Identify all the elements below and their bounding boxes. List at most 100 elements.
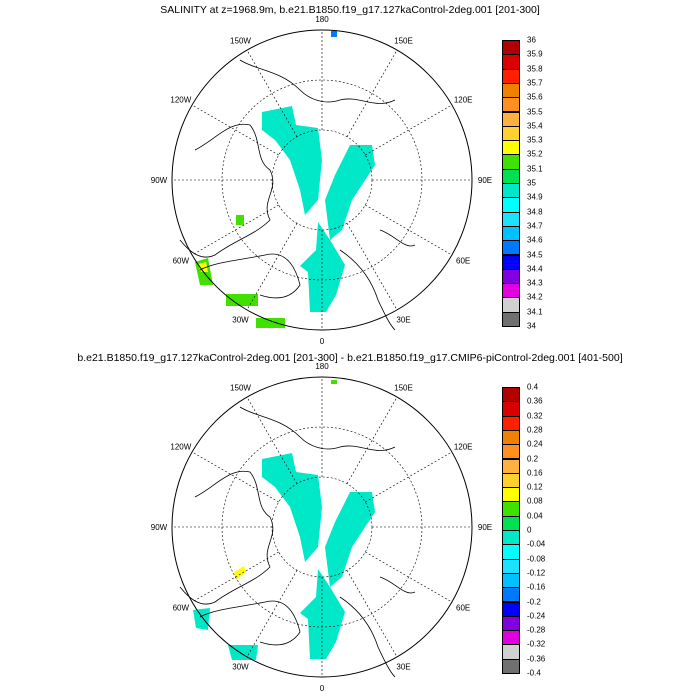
colorbar-box (502, 125, 520, 142)
salinity-region (226, 294, 258, 306)
meridian-line (346, 223, 398, 311)
meridian-line (246, 49, 298, 137)
difference-region (228, 645, 258, 660)
colorbar-label: 34.6 (527, 235, 543, 245)
meridian-line (365, 104, 453, 156)
meridian-label: 60E (456, 604, 470, 613)
coastline (379, 576, 416, 594)
meridian-label: 150W (230, 37, 251, 46)
colorbar-label: 34.9 (527, 192, 543, 202)
coastline (199, 600, 301, 646)
colorbar-box (502, 515, 520, 531)
colorbar-label: 35.9 (527, 49, 543, 59)
colorbar-label: 34 (527, 321, 536, 331)
colorbar-label: -0.2 (527, 597, 541, 606)
colorbar-label: 34.5 (527, 250, 543, 259)
colorbar-label: -0.04 (527, 539, 546, 549)
colorbar-label: 0.32 (527, 411, 543, 421)
meridian-label: 90E (478, 176, 492, 185)
meridian-line (191, 204, 279, 256)
meridian-line (365, 204, 453, 256)
colorbar-box (502, 630, 520, 646)
colorbar-label: 34.2 (527, 292, 543, 302)
meridian-label: 30E (396, 662, 410, 671)
meridian-label: 90W (151, 176, 168, 185)
top-plot-title: SALINITY at z=1968.9m, b.e21.B1850.f19_g… (160, 4, 540, 16)
colorbar-box (502, 615, 520, 632)
meridian-line (191, 551, 279, 603)
colorbar-label: 35.2 (527, 149, 543, 159)
meridian-line (346, 570, 398, 658)
meridian-label: 120W (170, 96, 191, 105)
salinity-region (300, 222, 345, 312)
colorbar-box (502, 197, 520, 213)
coastline (379, 229, 416, 247)
difference-region (234, 566, 246, 580)
colorbar-label: 0.24 (527, 439, 543, 449)
colorbar-label: 34.4 (527, 264, 543, 274)
meridian-line (365, 451, 453, 503)
colorbar-box (502, 472, 520, 489)
meridian-label: 60W (173, 604, 190, 613)
colorbar-box (502, 68, 520, 84)
colorbar-label: 0.28 (527, 425, 543, 435)
map-boundary (171, 376, 473, 678)
colorbar-box (502, 587, 520, 603)
meridian-label: 30W (232, 315, 249, 324)
coastline (239, 406, 396, 451)
colorbar-box (502, 268, 520, 285)
meridian-label: 60W (173, 257, 190, 266)
colorbar-label: -0.16 (527, 582, 546, 592)
coastline (179, 470, 274, 605)
salinity-region (262, 106, 322, 215)
colorbar-box (502, 458, 520, 474)
colorbar-label: 0 (527, 525, 532, 535)
colorbar-label: 0.36 (527, 396, 543, 406)
colorbar-box (502, 444, 520, 460)
coastline (199, 253, 301, 299)
colorbar-label: -0.32 (527, 639, 546, 649)
meridian-line (246, 223, 298, 311)
colorbar-box (502, 82, 520, 99)
coastline (239, 59, 396, 104)
colorbar-label: 35.4 (527, 121, 543, 131)
colorbar-label: 0.12 (527, 482, 543, 492)
colorbar-box (502, 283, 520, 299)
salinity-region (262, 453, 322, 562)
meridian-line (191, 104, 279, 156)
colorbar-box (502, 183, 520, 199)
colorbar-label: 0.08 (527, 496, 543, 506)
meridian-label: 120E (454, 443, 473, 452)
colorbar-box (502, 415, 520, 431)
colorbar-box (502, 40, 520, 56)
colorbar-label: -0.4 (527, 668, 541, 678)
colorbar-label: 35.1 (527, 164, 543, 174)
colorbar-box (502, 211, 520, 227)
salinity-region (331, 31, 337, 37)
colorbar-box (502, 240, 520, 256)
colorbar-label: 34.7 (527, 221, 543, 231)
colorbar-label: -0.28 (527, 625, 546, 635)
colorbar-label: 34.3 (527, 278, 543, 288)
meridian-label: 120E (454, 96, 473, 105)
coastline (339, 249, 396, 331)
colorbar-box (502, 658, 520, 674)
salinity-region (256, 318, 285, 328)
colorbar-box (502, 168, 520, 184)
colorbar-label: -0.08 (527, 554, 546, 564)
colorbar-label: -0.12 (527, 568, 546, 578)
meridian-line (365, 551, 453, 603)
colorbar-label: 35.3 (527, 135, 543, 145)
colorbar-box (502, 154, 520, 170)
colorbar-box (502, 501, 520, 517)
salinity-region (325, 145, 375, 240)
colorbar-label: 0.16 (527, 468, 543, 478)
colorbar-box (502, 487, 520, 503)
colorbar-label: 35.8 (527, 64, 543, 74)
colorbar-box (502, 225, 520, 242)
colorbar-label: -0.24 (527, 611, 546, 621)
colorbar-box (502, 97, 520, 113)
meridian-label: 150E (394, 384, 413, 393)
salinity-region (236, 215, 244, 225)
